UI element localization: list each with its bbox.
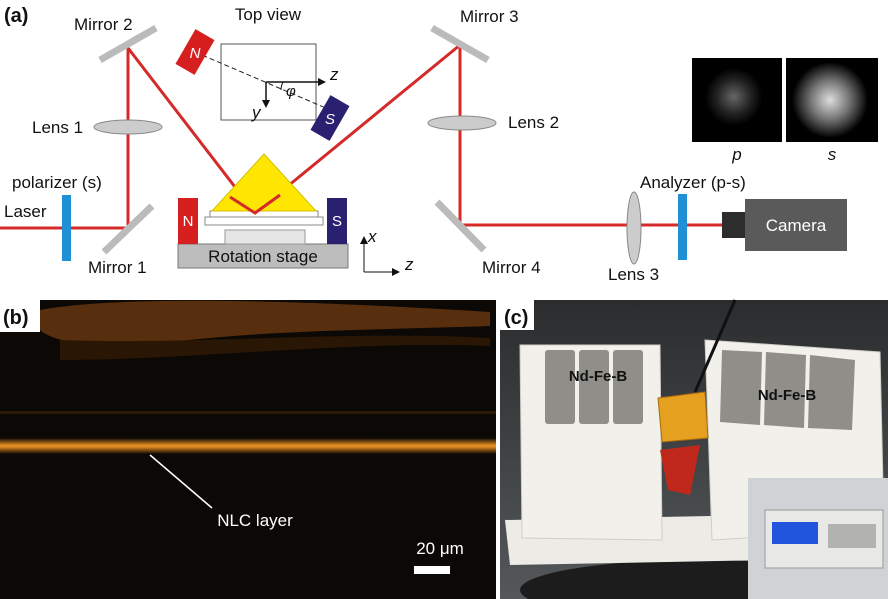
laser-beam xyxy=(0,45,725,228)
lens-label: Lens 2 xyxy=(508,113,559,132)
mirror-label: Mirror 4 xyxy=(482,258,541,277)
image-label: s xyxy=(828,145,837,164)
panel-label: (a) xyxy=(4,5,28,27)
scale-label: 20 μm xyxy=(416,539,464,558)
magnet-label: N xyxy=(183,213,194,230)
glass-plate xyxy=(205,217,323,225)
magnet-label: N xyxy=(190,45,201,62)
panel-a: (a) N S Rotation stage Top view N xyxy=(0,5,878,284)
laser-label: Laser xyxy=(4,202,47,221)
magnet-label: S xyxy=(332,213,342,230)
prism xyxy=(212,154,316,211)
magnet-n: N xyxy=(175,29,214,75)
scale-bar xyxy=(414,566,450,574)
camera-lens xyxy=(722,212,746,238)
mirror-label: Mirror 3 xyxy=(460,7,519,26)
camera-label: Camera xyxy=(766,216,827,235)
lens xyxy=(627,192,641,264)
magnet xyxy=(545,350,575,424)
nlc-cell xyxy=(658,392,708,442)
lens xyxy=(428,116,496,130)
analyzer xyxy=(678,194,687,260)
speckle xyxy=(705,68,769,132)
magnet xyxy=(579,350,609,424)
display xyxy=(772,522,818,544)
angle-arc xyxy=(281,82,283,90)
axis-label: y xyxy=(251,103,262,122)
arrow-head xyxy=(392,268,400,276)
panel-label: (c) xyxy=(504,307,528,329)
speckle xyxy=(792,62,868,138)
magnet-label: Nd-Fe-B xyxy=(758,387,816,404)
stage-label: Rotation stage xyxy=(208,247,318,266)
magnet-label: S xyxy=(325,111,335,128)
image-label: p xyxy=(731,145,741,164)
top-view-title: Top view xyxy=(235,5,302,24)
polarizer xyxy=(62,195,71,261)
magnet xyxy=(613,350,643,424)
magnet xyxy=(720,350,762,425)
nlc-layer xyxy=(0,438,496,454)
lens-label: Lens 3 xyxy=(608,265,659,284)
arrow-head xyxy=(360,236,368,244)
lens-label: Lens 1 xyxy=(32,118,83,137)
buttons xyxy=(828,524,876,548)
mirror-label: Mirror 2 xyxy=(74,15,133,34)
polarizer-label: polarizer (s) xyxy=(12,173,102,192)
lens xyxy=(94,120,162,134)
panel-b: (b) NLC layer 20 μm xyxy=(0,300,496,599)
magnet-label: Nd-Fe-B xyxy=(569,368,627,385)
glass-plate xyxy=(210,211,318,217)
mirror-label: Mirror 1 xyxy=(88,258,147,277)
axis-label: z xyxy=(329,65,339,84)
arrow-head xyxy=(262,100,270,108)
axis-label: x xyxy=(367,227,377,246)
annotation: NLC layer xyxy=(217,511,293,530)
analyzer-label: Analyzer (p-s) xyxy=(640,173,746,192)
axis-label: z xyxy=(404,255,414,274)
arrow-head xyxy=(318,78,326,86)
stage-plate xyxy=(225,230,305,244)
texture xyxy=(0,411,496,414)
angle-label: φ xyxy=(286,83,296,100)
figure: (a) N S Rotation stage Top view N xyxy=(0,0,888,599)
panel-c: (c) Nd-Fe-B Nd-Fe-B xyxy=(500,300,888,599)
panel-label: (b) xyxy=(3,307,29,329)
